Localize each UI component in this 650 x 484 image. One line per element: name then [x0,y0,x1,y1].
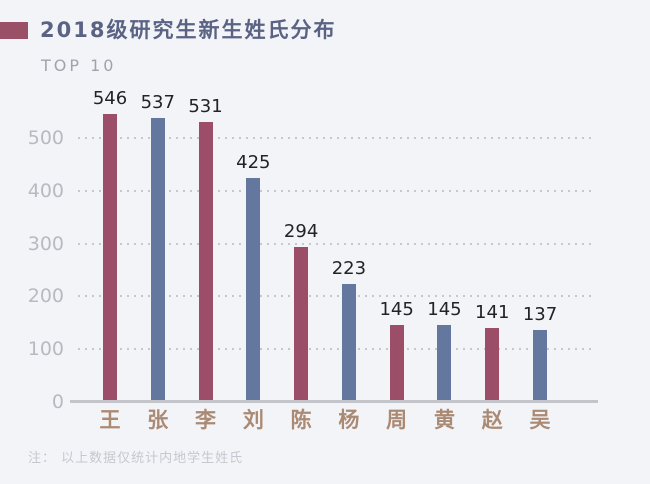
x-axis-label-吴: 吴 [529,408,551,432]
bar-李 [198,122,213,402]
y-axis-tick-label: 0 [51,391,64,413]
bar-value-label: 141 [475,302,510,323]
bar-陈 [294,247,309,402]
y-axis-tick-label: 200 [27,285,64,308]
bar-value-label: 145 [427,299,462,320]
bar-value-label: 546 [92,88,128,109]
gridline [78,137,594,139]
y-axis-tick-label: 500 [27,127,64,149]
gridline [78,295,594,298]
title-marker-icon [0,22,28,39]
y-axis-tick-label: 400 [27,179,64,202]
x-axis-label-赵: 赵 [481,408,503,432]
bar-刘 [246,178,261,402]
bar-张 [150,118,165,402]
gridline [78,242,594,245]
gridline [78,348,594,351]
bar-吴 [533,330,548,402]
x-axis-line [70,400,598,403]
x-axis-label-李: 李 [195,408,217,432]
bar-value-label: 537 [140,92,175,113]
y-axis-tick-label: 300 [27,232,64,255]
bar-周 [389,325,404,402]
x-axis-label-周: 周 [386,408,408,432]
bar-value-label: 531 [188,96,223,117]
chart-title: 2018级研究生新生姓氏分布 [40,18,337,42]
x-axis-label-刘: 刘 [242,408,264,432]
bar-value-label: 294 [283,221,319,242]
x-axis-label-张: 张 [147,408,169,432]
x-axis-label-杨: 杨 [338,408,360,432]
x-axis-label-黄: 黄 [433,408,455,432]
x-axis-label-陈: 陈 [290,408,312,432]
bar-王 [103,114,117,402]
bar-value-label: 223 [331,258,367,279]
footnote: 注： 以上数据仅统计内地学生姓氏 [28,451,244,466]
chart-subtitle: TOP 10 [41,56,117,75]
gridline [78,189,594,192]
bar-黄 [437,325,452,402]
x-axis-label-王: 王 [99,408,121,432]
bar-value-label: 425 [236,152,271,173]
bar-value-label: 145 [379,299,414,320]
y-axis-tick-label: 100 [27,338,64,361]
bar-杨 [341,284,356,402]
bar-赵 [485,328,500,402]
bar-value-label: 137 [522,304,558,325]
